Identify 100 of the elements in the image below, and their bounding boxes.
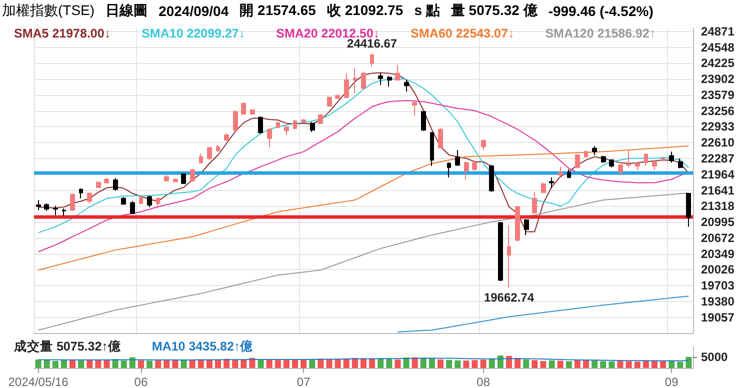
bar (634, 362, 640, 368)
line-series (38, 145, 690, 271)
bar (326, 359, 332, 368)
candlestick (301, 118, 306, 124)
bar (95, 360, 102, 368)
bar (686, 356, 692, 368)
x-tick-label: 07 (296, 375, 311, 388)
text: 量 5075.32 億 (450, 2, 538, 20)
candlestick (489, 164, 494, 192)
candlestick (353, 68, 357, 94)
candlestick (370, 53, 374, 68)
bar (583, 360, 590, 368)
candlestick (96, 181, 101, 189)
candlestick (113, 178, 118, 192)
text: -999.46 (-4.52%) (548, 2, 654, 18)
candlestick (79, 188, 83, 199)
candlestick (644, 152, 648, 167)
bar (258, 359, 264, 368)
candlestick (104, 177, 109, 184)
bar (78, 360, 84, 368)
candlestick (626, 150, 631, 168)
candlestick (455, 150, 460, 167)
x-tick-label: 2024/05/16 (8, 375, 69, 388)
bar (592, 360, 598, 368)
y-tick-label: 24871 (701, 24, 735, 38)
candlestick (233, 110, 238, 132)
candlestick (310, 121, 315, 132)
candlestick (387, 75, 392, 88)
bar (617, 361, 624, 368)
bar (428, 358, 435, 368)
bar (180, 360, 187, 368)
bar (438, 359, 444, 368)
candlestick (498, 222, 503, 282)
y-tick-label: 21318 (701, 199, 735, 214)
candlestick (481, 138, 486, 150)
bar (386, 359, 392, 368)
candlestick (87, 192, 92, 204)
y-tick-label: 19057 (701, 310, 735, 324)
bar (369, 358, 376, 368)
candlestick (592, 146, 597, 156)
bar (378, 358, 384, 368)
candlestick (164, 174, 169, 182)
candlestick (318, 113, 323, 124)
candlestick (601, 155, 606, 164)
bar (523, 359, 530, 368)
candlestick (430, 131, 434, 167)
candlestick (669, 151, 674, 164)
candlestick (447, 162, 451, 178)
bar (600, 361, 606, 368)
bar (488, 358, 495, 368)
text: SMA60 22543.07↓ (410, 26, 514, 40)
candlestick (652, 160, 657, 171)
bar (138, 360, 144, 368)
candlestick (130, 200, 135, 215)
candlestick (404, 80, 409, 92)
candlestick (507, 224, 511, 288)
y-tick-label: 20672 (701, 230, 735, 245)
bar (557, 360, 564, 368)
bar (651, 360, 658, 368)
bar (497, 356, 504, 368)
bar (44, 360, 50, 368)
y-tick-label: 23256 (701, 104, 735, 118)
chart-title: 加權指數(TSE) (2, 2, 95, 20)
candlestick (241, 102, 246, 116)
bar (566, 361, 572, 368)
candlestick (395, 64, 400, 82)
text: SMA5 21978.00↓ (14, 26, 111, 40)
y-tick-label: 22287 (701, 152, 735, 166)
candlestick (190, 168, 195, 182)
y-tick-label: 19380 (701, 294, 735, 309)
y-tick-label: 23579 (701, 88, 735, 102)
candlestick (472, 160, 477, 172)
bar (60, 360, 67, 368)
candlestick (541, 182, 546, 194)
y-tick-label: 21964 (701, 167, 735, 182)
candlestick (224, 132, 229, 142)
bar (506, 356, 512, 368)
series-label: 成交量 5075.32↑億 (13, 338, 122, 354)
y-tick-label: 20349 (701, 246, 735, 261)
y-tick-label: 24225 (701, 56, 735, 70)
candlestick (36, 200, 41, 211)
candlestick (532, 191, 537, 214)
candlestick (44, 202, 49, 212)
candlestick (250, 108, 255, 116)
bar (677, 362, 684, 368)
bar (164, 360, 170, 368)
candlestick (276, 121, 280, 129)
line-series (38, 192, 690, 331)
y-tick-label: 20026 (701, 262, 735, 277)
candlestick (181, 172, 186, 185)
bar (172, 360, 178, 368)
candlestick (293, 119, 297, 130)
bar (232, 360, 238, 368)
candlestick (421, 110, 426, 132)
y-tick-label: 21641 (701, 183, 735, 198)
bar (35, 359, 42, 368)
candlestick (438, 128, 443, 150)
candlestick (678, 158, 683, 169)
candlestick (567, 168, 571, 179)
bar (532, 360, 538, 368)
